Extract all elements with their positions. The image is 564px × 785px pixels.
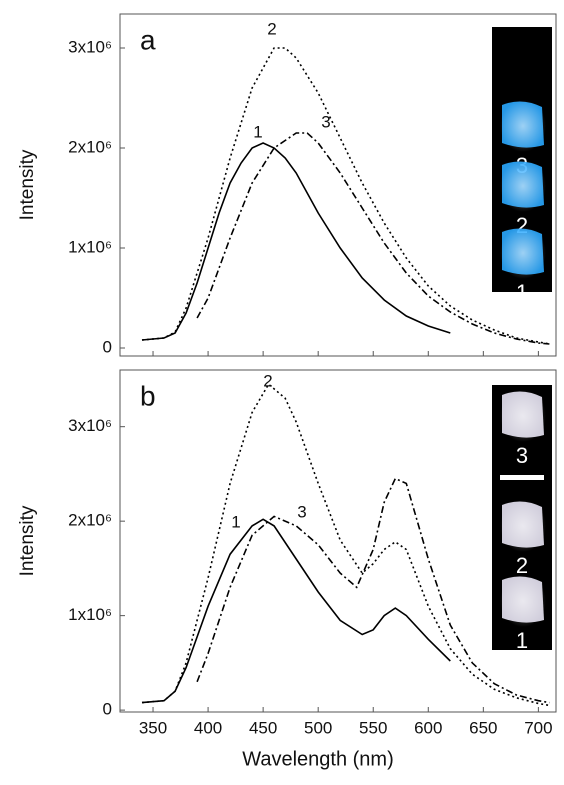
inset-label: 3 <box>516 443 528 468</box>
y-tick-label: 2x10⁶ <box>68 137 112 156</box>
x-tick-label: 400 <box>194 718 222 737</box>
inset-glow <box>500 160 546 212</box>
inset-glow <box>500 500 546 552</box>
curve-label: 1 <box>231 512 240 531</box>
inset-label: 1 <box>516 280 528 305</box>
scale-bar <box>500 475 544 480</box>
curve-label: 2 <box>267 19 276 38</box>
y-tick-label: 0 <box>103 700 112 719</box>
spectrum-line <box>141 142 451 341</box>
y-tick-label: 0 <box>103 337 112 356</box>
inset-label: 1 <box>516 628 528 653</box>
y-tick-label: 1x10⁶ <box>68 237 112 256</box>
y-axis-label: Intensity <box>17 505 38 576</box>
inset-glow <box>500 100 546 152</box>
x-tick-label: 350 <box>139 718 167 737</box>
curve-label: 3 <box>297 502 306 521</box>
y-tick-label: 1x10⁶ <box>68 605 112 624</box>
inset-glow <box>500 575 546 627</box>
spectrum-line <box>196 132 550 345</box>
y-axis-label: Intensity <box>17 149 38 220</box>
x-tick-label: 650 <box>469 718 497 737</box>
plot-frame <box>119 369 557 713</box>
x-tick-label: 600 <box>414 718 442 737</box>
inset-glow <box>500 227 546 279</box>
y-tick-label: 2x10⁶ <box>68 511 112 530</box>
x-tick-label: 500 <box>304 718 332 737</box>
inset-label: 2 <box>516 553 528 578</box>
x-tick-label: 700 <box>524 718 552 737</box>
x-tick-label: 550 <box>359 718 387 737</box>
spectrum-line <box>141 382 550 707</box>
y-tick-label: 3x10⁶ <box>68 37 112 56</box>
panel-label: b <box>140 380 156 411</box>
inset-glow <box>500 390 546 442</box>
x-tick-label: 450 <box>249 718 277 737</box>
spectrum-line <box>141 518 451 704</box>
y-tick-label: 3x10⁶ <box>68 416 112 435</box>
x-axis-label: Wavelength (nm) <box>242 748 394 770</box>
plot-frame <box>119 13 557 357</box>
curve-label: 2 <box>263 371 272 390</box>
curve-label: 3 <box>321 112 330 131</box>
spectrum-line <box>196 477 550 704</box>
panel-label: a <box>140 24 156 55</box>
curve-label: 1 <box>253 122 262 141</box>
spectrum-line <box>141 47 550 345</box>
